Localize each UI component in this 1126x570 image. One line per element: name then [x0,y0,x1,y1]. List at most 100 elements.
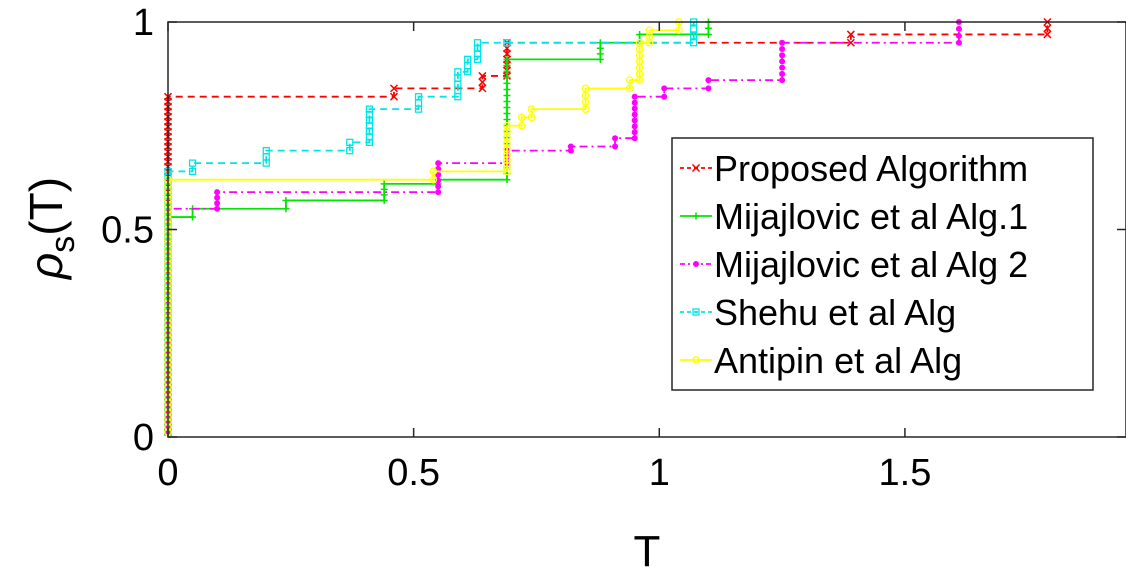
data-point [503,67,511,75]
data-point [435,183,442,190]
data-point [779,70,786,77]
data-point [346,138,354,147]
data-point [478,84,487,93]
data-point [189,213,197,221]
data-point [503,73,511,81]
data-point [214,200,221,207]
data-point [503,156,511,164]
series-line [167,22,695,437]
data-point [631,117,638,124]
data-point [435,171,442,178]
data-point [503,97,511,105]
data-point [631,105,638,112]
data-layer [163,17,1052,437]
legend-marker [693,261,699,267]
data-point [955,25,962,32]
data-point [473,39,482,47]
data-point [503,61,511,69]
data-point [631,99,638,106]
data-point [779,39,786,46]
data-point [636,30,644,38]
data-point [214,205,221,212]
data-point [631,135,638,142]
legend-entry: Shehu et al Alg [680,292,956,333]
data-point [690,32,698,40]
data-point [779,52,786,59]
y-axis-title: ρs(T) [20,177,82,281]
x-tick-label: 1.5 [879,452,932,494]
data-point [389,84,399,93]
data-point [503,127,511,136]
y-axis-title-suffix: (T) [20,177,72,236]
data-point [503,176,511,184]
legend-label: Antipin et al Alg [714,340,962,381]
data-point [478,71,487,80]
legend-marker [692,308,700,316]
data-point [503,103,511,111]
data-point [414,93,423,101]
data-point [635,38,644,47]
legend-marker [691,163,701,173]
data-point [779,77,786,84]
legend-box [671,137,1094,391]
y-tick-label: 1 [133,2,154,44]
legend: Proposed Algorithm Mijajlovic et al Alg.1… [671,137,1094,391]
data-point [380,180,388,188]
data-point [429,175,438,184]
data-point [567,147,574,154]
data-point [503,139,511,147]
data-point [188,159,197,167]
data-point [631,129,638,136]
data-point [503,85,511,93]
data-point [1043,24,1052,33]
x-tick-label: 1 [649,452,670,494]
data-point [690,25,698,33]
legend-entry: Mijajlovic et al Alg.1 [680,196,1028,237]
data-point [704,24,712,32]
legend-label: Mijajlovic et al Alg 2 [714,244,1028,285]
series-line [167,22,680,437]
data-point [503,133,511,142]
data-point [631,111,638,118]
data-point [503,167,511,176]
data-point [454,68,462,76]
x-tick-label: 0 [157,452,178,494]
x-tick-label: 0.5 [387,452,440,494]
data-point [346,146,354,155]
data-point [567,143,574,150]
data-point [955,32,962,39]
data-point [503,91,511,99]
x-axis-title: T [634,527,661,570]
legend-label: Proposed Algorithm [714,148,1028,189]
data-point [625,84,634,93]
data-point [503,116,511,124]
legend-entry: Antipin et al Alg [680,340,962,381]
data-point [517,113,526,122]
data-point [262,146,270,155]
data-point [435,160,442,167]
data-point [779,58,786,65]
data-point [503,161,511,170]
data-point [503,121,511,130]
data-point [661,93,668,100]
data-point [503,110,511,118]
y-tick-label: 0 [133,417,154,459]
data-point [631,93,638,100]
data-point [645,26,654,35]
legend-entry: Mijajlovic et al Alg 2 [680,244,1028,285]
data-point [779,45,786,52]
data-point [704,30,712,38]
data-point [282,196,290,204]
data-point [846,30,855,39]
data-point [503,55,511,63]
data-point [705,77,712,84]
data-point [214,189,221,196]
data-point [464,55,472,63]
data-point [581,84,590,93]
y-axis-title-symbol: ρ [20,253,72,281]
data-point [527,105,536,114]
series-line [167,22,1049,437]
data-point [631,123,638,130]
data-point [503,144,511,153]
